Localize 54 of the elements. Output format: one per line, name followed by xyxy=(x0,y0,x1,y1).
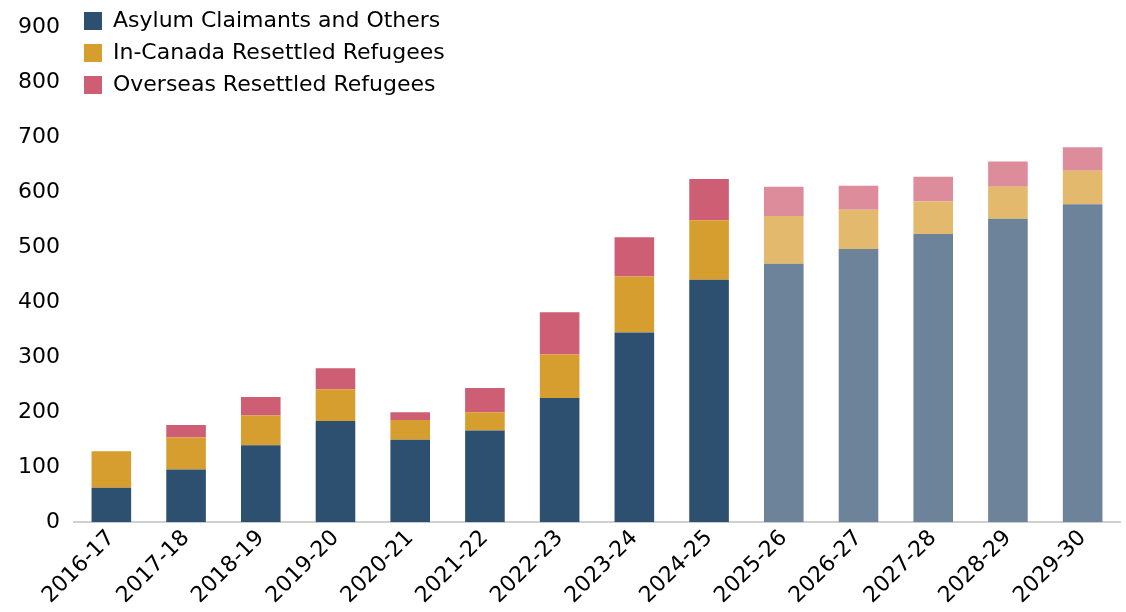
bar xyxy=(166,424,206,438)
bar xyxy=(91,451,132,488)
bar xyxy=(390,412,431,421)
bar xyxy=(614,237,655,277)
bar xyxy=(838,185,879,210)
bar xyxy=(1062,204,1103,523)
bar xyxy=(390,420,431,440)
bar xyxy=(91,487,132,523)
bar xyxy=(240,415,281,446)
bar xyxy=(315,421,356,523)
y-tick-label: 0 xyxy=(45,508,60,534)
y-tick-label: 800 xyxy=(17,67,60,93)
y-tick-label: 500 xyxy=(17,232,60,258)
bar xyxy=(763,263,804,523)
bar xyxy=(166,469,206,523)
y-tick-label: 100 xyxy=(17,453,60,479)
bar xyxy=(689,279,729,523)
bar xyxy=(913,176,954,202)
y-tick-label: 400 xyxy=(17,287,60,313)
bar xyxy=(390,439,431,523)
y-tick-label: 700 xyxy=(17,122,60,148)
legend-label: Overseas Resettled Refugees xyxy=(112,70,436,96)
bar xyxy=(763,186,804,216)
bar xyxy=(838,248,879,523)
bar xyxy=(539,354,580,398)
legend-label: Asylum Claimants and Others xyxy=(112,6,441,32)
bar xyxy=(539,398,580,523)
bar xyxy=(689,220,729,280)
y-tick-label: 200 xyxy=(17,398,60,424)
bar xyxy=(988,218,1028,523)
legend-label: In-Canada Resettled Refugees xyxy=(112,38,445,64)
bar xyxy=(988,186,1028,219)
y-tick-label: 900 xyxy=(17,12,60,38)
bar xyxy=(988,161,1028,187)
y-tick-label: 300 xyxy=(17,343,60,369)
bar xyxy=(240,396,281,416)
bar xyxy=(1062,147,1103,171)
bar xyxy=(315,368,356,390)
bar xyxy=(465,412,505,431)
y-tick-label: 600 xyxy=(17,177,60,203)
bar xyxy=(315,389,356,422)
bar xyxy=(838,209,879,249)
bar xyxy=(1062,170,1103,205)
bar xyxy=(689,179,729,221)
bar xyxy=(465,430,505,523)
bar xyxy=(465,388,505,413)
bar xyxy=(913,201,954,235)
bar xyxy=(539,312,580,355)
bar xyxy=(166,437,206,470)
bar xyxy=(913,234,954,523)
bar xyxy=(240,445,281,523)
bar xyxy=(763,215,804,264)
bar xyxy=(614,276,655,333)
bar xyxy=(614,332,655,523)
